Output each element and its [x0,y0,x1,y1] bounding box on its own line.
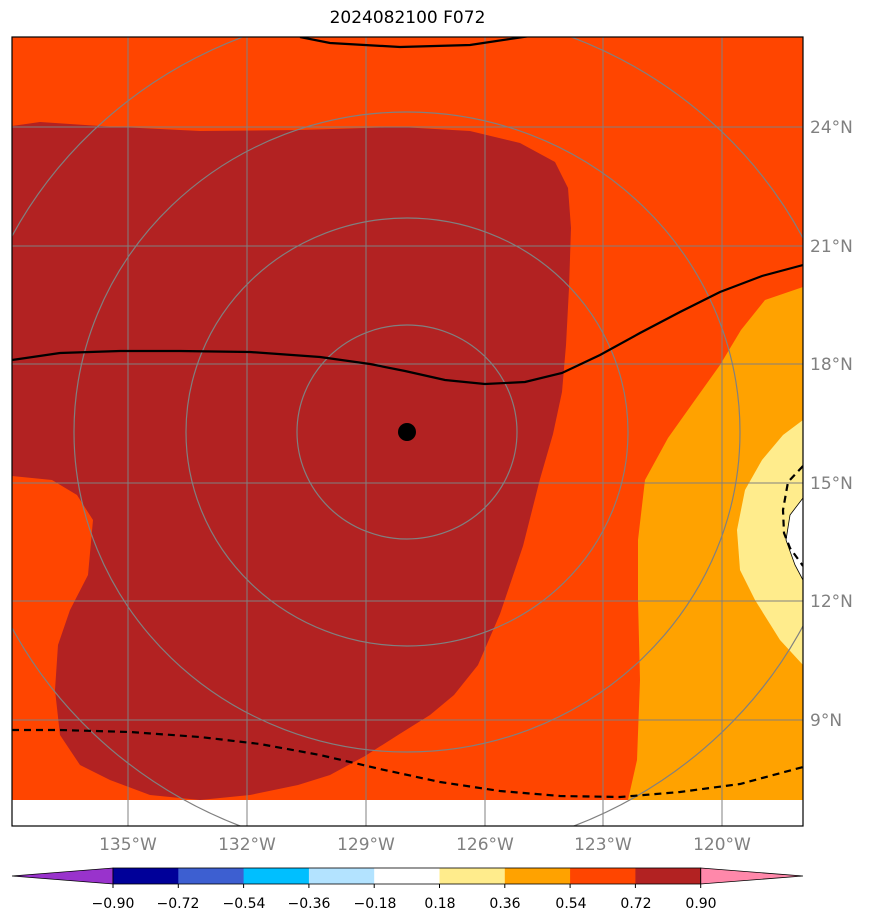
lat-label-9n: 9°N [810,711,842,731]
colorbar-tick-label: −0.36 [288,896,331,912]
colorbar-extend-low [11,867,114,885]
lon-label-135w: 135°W [99,835,157,855]
lat-label-21n: 21°N [810,237,853,257]
colorbar-tick-label: 0.72 [620,896,651,912]
latitude-labels: 24°N 21°N 18°N 15°N 12°N 9°N [810,118,853,731]
thin-contour-line [785,497,803,581]
lat-label-15n: 15°N [810,474,853,494]
colorbar-segment [243,868,310,884]
colorbar-segment [570,868,636,884]
colorbar-tick-label: 0.54 [555,896,586,912]
lat-label-12n: 12°N [810,592,853,612]
lon-label-120w: 120°W [693,835,751,855]
colorbar-tick-label: −0.54 [223,896,266,912]
colorbar-tick-label: −0.18 [354,896,397,912]
lon-label-132w: 132°W [218,835,276,855]
colorbar-segment [635,868,702,884]
map-frame [11,36,804,827]
colorbar-segment [308,868,375,884]
center-marker [398,423,416,441]
contour-below-0.36 [786,498,803,580]
colorbar-segment [113,868,179,884]
ring-2 [185,217,629,647]
contour-0.36-0.54 [737,420,803,665]
graticule [12,37,803,826]
dashed-contours [12,465,803,799]
colorbar-tick-label: 0.36 [489,896,520,912]
ring-1 [296,324,518,540]
lon-label-123w: 123°W [574,835,632,855]
colorbar-tick-label: −0.72 [157,896,200,912]
map-plot-area [12,37,803,826]
lat-label-18n: 18°N [810,355,853,375]
colorbar-extend-high [700,867,804,885]
no-data-strip [12,800,803,826]
longitude-labels: 135°W 132°W 129°W 126°W 123°W 120°W [99,835,751,855]
colorbar-segment [504,868,571,884]
lon-label-126w: 126°W [456,835,514,855]
colorbar-segment [178,868,245,884]
solid-contours [12,37,803,386]
colorbar-tick-label: −0.90 [92,896,135,912]
lon-label-129w: 129°W [337,835,395,855]
contour-0.54-0.72 [628,287,803,800]
distance-rings [12,37,803,826]
ring-3 [73,111,741,753]
contour-above-0.90 [12,122,571,800]
lat-label-24n: 24°N [810,118,853,138]
colorbar-segment [439,868,506,884]
colorbar-outline [112,867,702,885]
colorbar-tick-label: 0.18 [424,896,455,912]
colorbar-segment [374,868,440,884]
colorbar: −0.90 −0.72 −0.54 −0.36 −0.18 0.18 0.36 … [11,867,804,912]
map-title: 2024082100 F072 [329,8,486,28]
colorbar-tick-label: 0.90 [685,896,716,912]
